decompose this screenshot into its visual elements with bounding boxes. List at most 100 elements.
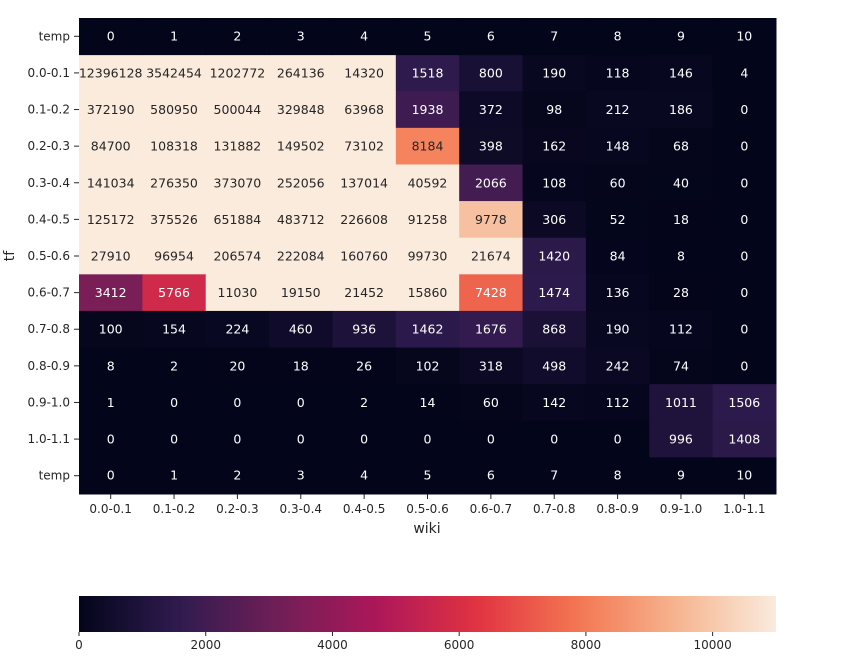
heatmap-cell [649, 91, 714, 129]
x-axis-label: wiki [413, 521, 440, 537]
bottom-temp-row-label: temp [39, 469, 70, 483]
cell-value: 18 [293, 358, 309, 373]
bottom-temp-row-cell [142, 457, 207, 495]
heatmap-cell [205, 201, 270, 239]
heatmap-cell [269, 274, 333, 312]
top-temp-row-cell [395, 18, 460, 56]
bottom-temp-row-cell [79, 457, 143, 495]
heatmap-cell [585, 237, 650, 275]
colorbar-ticks: 0 2000 4000 6000 8000 10000 [75, 632, 732, 652]
cell-value: 28 [673, 285, 689, 300]
cell-value: 2 [170, 358, 178, 373]
x-tick-label: 0.7-0.8 [533, 502, 576, 516]
cell-value: 73102 [344, 139, 384, 154]
x-tick-label: 0.8-0.9 [596, 502, 639, 516]
cell-value: 1202772 [210, 65, 266, 80]
cell-value: 936 [352, 322, 376, 337]
heatmap-cell [522, 347, 587, 385]
cell-value: 0 [740, 249, 748, 264]
cell-value: 14 [420, 395, 436, 410]
heatmap-cell [332, 127, 397, 165]
cell-value: 212 [606, 102, 630, 117]
cell-value: 0 [233, 432, 241, 447]
cell-value: 3542454 [146, 65, 202, 80]
cell-value: 20 [229, 358, 245, 373]
heatmap-cell [332, 201, 397, 239]
cell-value: 0 [233, 395, 241, 410]
cell-value: 186 [669, 102, 693, 117]
bottom-temp-row-value: 1 [170, 468, 178, 483]
heatmap-cell [459, 237, 524, 275]
heatmap-cell [269, 54, 333, 92]
bottom-temp-row-value: 10 [736, 468, 752, 483]
cell-value: 8 [107, 358, 115, 373]
heatmap-cell [712, 274, 777, 312]
heatmap-cell [649, 310, 714, 349]
cell-value: 146 [669, 65, 693, 80]
heatmap-cell [522, 54, 587, 92]
bottom-temp-row-value: 8 [614, 468, 622, 483]
bottom-temp-row-value: 5 [424, 468, 432, 483]
heatmap-cell [269, 164, 333, 202]
heatmap-cell [205, 54, 270, 92]
top-temp-row-value: 10 [736, 28, 752, 43]
cell-value: 372 [479, 102, 503, 117]
y-tick-label: 0.6-0.7 [28, 286, 71, 300]
cell-value: 96954 [154, 249, 194, 264]
top-temp-row-cell [79, 18, 143, 56]
cell-value: 318 [479, 358, 503, 373]
y-tick-label: 0.2-0.3 [28, 139, 71, 153]
top-temp-row-cell [205, 18, 270, 56]
cell-value: 375526 [150, 212, 198, 227]
cell-value: 99730 [408, 249, 448, 264]
cell-value: 154 [162, 322, 186, 337]
colorbar-tick-label: 0 [75, 638, 83, 652]
cell-value: 0 [550, 432, 558, 447]
heatmap-cell [79, 347, 143, 385]
heatmap-cell [79, 201, 143, 239]
heatmap-cell [332, 237, 397, 275]
heatmap-cell [522, 201, 587, 239]
cell-value: 14320 [344, 65, 384, 80]
top-temp-row-value: 9 [677, 28, 685, 43]
bottom-temp-row-value: 6 [487, 468, 495, 483]
cell-value: 373070 [214, 175, 262, 190]
cell-value: 580950 [150, 102, 198, 117]
top-temp-row-value: 8 [614, 28, 622, 43]
cell-value: 63968 [344, 102, 384, 117]
bottom-temp-row-cell [395, 457, 460, 495]
cell-value: 91258 [408, 212, 448, 227]
heatmap-cell [585, 164, 650, 202]
cell-value: 74 [673, 358, 689, 373]
cell-value: 118 [606, 65, 630, 80]
cell-value: 0 [740, 175, 748, 190]
cell-value: 137014 [340, 175, 388, 190]
heatmap-cell [142, 310, 207, 349]
cell-value: 68 [673, 139, 689, 154]
heatmap-cell [712, 384, 777, 422]
heatmap-cell [205, 384, 270, 422]
heatmap-cell [649, 201, 714, 239]
cell-value: 8 [677, 249, 685, 264]
heatmap-cell [142, 274, 207, 312]
heatmap-cell [205, 420, 270, 458]
heatmap-cell [585, 420, 650, 458]
heatmap-cell [395, 347, 460, 385]
heatmap-cell [79, 420, 143, 458]
heatmap-cell [459, 310, 524, 349]
heatmap-cell [712, 201, 777, 239]
cell-value: 0 [740, 358, 748, 373]
top-temp-row-cell [459, 18, 524, 56]
heatmap-cell [649, 237, 714, 275]
heatmap-cell [585, 310, 650, 349]
bottom-temp-row-cell [332, 457, 397, 495]
top-temp-row-value: 3 [297, 28, 305, 43]
x-axis: 0.0-0.1 0.1-0.2 0.2-0.3 0.3-0.4 0.4-0.5 0.5-0… [89, 494, 766, 516]
heatmap-cell [649, 420, 714, 458]
heatmap-cell [395, 91, 460, 129]
cell-value: 160760 [340, 249, 388, 264]
cell-value: 1408 [728, 432, 760, 447]
heatmap-cell [205, 274, 270, 312]
heatmap-cell [459, 347, 524, 385]
colorbar-tick-label: 10000 [694, 638, 732, 652]
